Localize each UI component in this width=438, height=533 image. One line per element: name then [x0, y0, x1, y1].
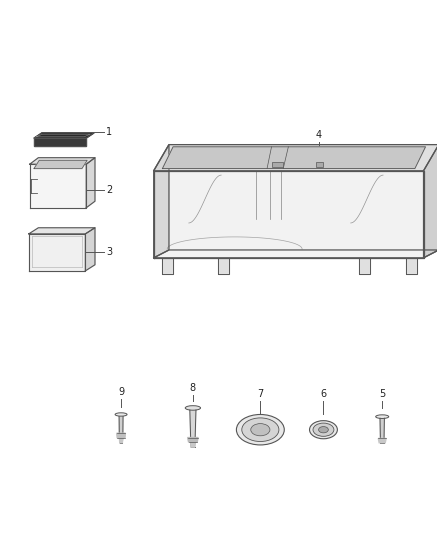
- Polygon shape: [378, 439, 386, 443]
- Polygon shape: [119, 416, 123, 438]
- Text: 2: 2: [106, 185, 112, 195]
- Polygon shape: [117, 433, 125, 438]
- Ellipse shape: [313, 423, 334, 437]
- Polygon shape: [359, 258, 370, 274]
- Text: 1: 1: [106, 127, 112, 138]
- Text: 9: 9: [118, 387, 124, 397]
- Text: 8: 8: [190, 383, 196, 393]
- Polygon shape: [154, 171, 424, 258]
- Ellipse shape: [376, 415, 389, 418]
- Polygon shape: [424, 144, 438, 258]
- Polygon shape: [34, 138, 86, 146]
- Ellipse shape: [251, 424, 270, 436]
- Ellipse shape: [318, 426, 328, 433]
- Polygon shape: [30, 164, 86, 208]
- Ellipse shape: [242, 418, 279, 441]
- Bar: [272, 162, 283, 167]
- Ellipse shape: [237, 415, 284, 445]
- Polygon shape: [154, 250, 438, 258]
- Polygon shape: [154, 144, 438, 171]
- Ellipse shape: [115, 413, 127, 416]
- Text: 7: 7: [257, 389, 264, 399]
- Text: 6: 6: [320, 389, 326, 399]
- Bar: [316, 162, 323, 167]
- Polygon shape: [162, 147, 425, 168]
- Ellipse shape: [185, 406, 201, 410]
- Polygon shape: [219, 258, 230, 274]
- Polygon shape: [34, 160, 87, 168]
- Polygon shape: [85, 228, 95, 271]
- Polygon shape: [34, 133, 94, 138]
- Polygon shape: [29, 234, 85, 271]
- Polygon shape: [119, 438, 123, 443]
- Polygon shape: [86, 158, 95, 208]
- Polygon shape: [190, 410, 196, 441]
- Polygon shape: [380, 418, 385, 443]
- Text: 5: 5: [379, 389, 385, 399]
- Polygon shape: [191, 441, 195, 447]
- Text: 3: 3: [106, 247, 112, 257]
- Text: 4: 4: [316, 130, 322, 140]
- Polygon shape: [29, 228, 95, 234]
- Polygon shape: [30, 158, 95, 164]
- Polygon shape: [187, 438, 198, 442]
- Polygon shape: [406, 258, 417, 274]
- Polygon shape: [162, 258, 173, 274]
- Ellipse shape: [310, 421, 337, 439]
- Polygon shape: [154, 144, 169, 258]
